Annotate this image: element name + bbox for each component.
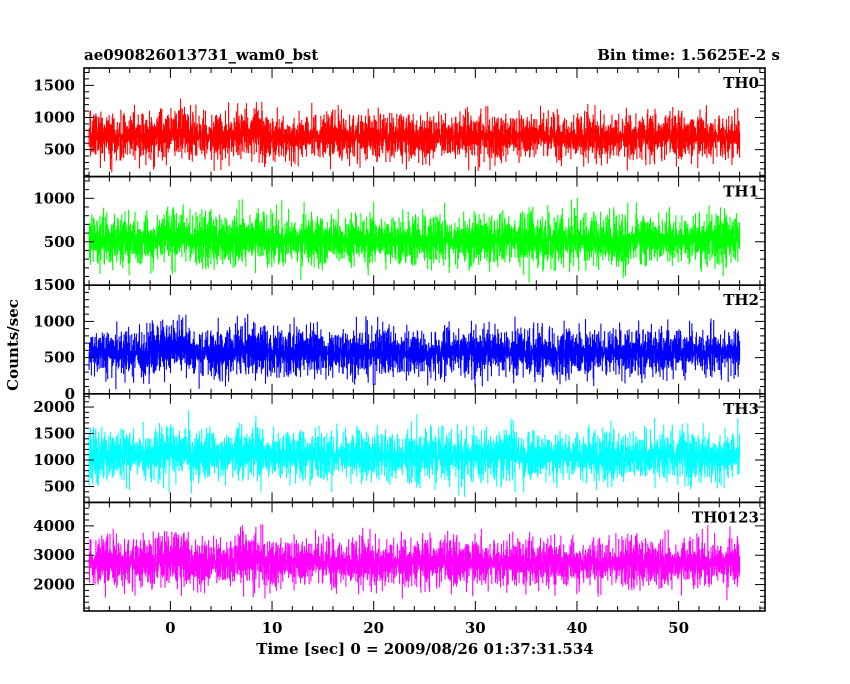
- y-tick-label-th3: 1000: [33, 451, 75, 469]
- panel-label-th2: TH2: [723, 291, 759, 309]
- x-axis-label: Time [sec] 0 = 2009/08/26 01:37:31.534: [256, 640, 593, 658]
- panel-label-th3: TH3: [723, 400, 759, 418]
- trace-th2-path: [88, 314, 741, 390]
- y-tick-label-th2: 0: [65, 385, 75, 403]
- y-tick-label-th1: 1000: [33, 189, 75, 207]
- trace-th0123-path: [88, 524, 741, 601]
- trace-layer: [88, 98, 741, 601]
- panel-label-th1: TH1: [723, 183, 759, 201]
- x-tick-label: 50: [668, 619, 689, 637]
- panel-label-th0123: TH0123: [692, 508, 759, 526]
- y-axis-label: Counts/sec: [4, 299, 22, 391]
- trace-th0123: [88, 524, 741, 601]
- trace-th1: [88, 197, 741, 283]
- y-tick-label-th2: 1000: [33, 312, 75, 330]
- y-ticks-th0123: [84, 501, 765, 609]
- y-tick-label-th0: 1500: [33, 76, 75, 94]
- x-tick-label: 30: [465, 619, 486, 637]
- y-tick-label-th2: 500: [44, 349, 75, 367]
- chart-title-left: ae090826013731_wam0_bst: [84, 46, 318, 64]
- y-tick-label-th2: 1500: [33, 276, 75, 294]
- y-ticks-th2: [84, 284, 765, 395]
- x-tick-label: 20: [363, 619, 384, 637]
- x-tick-label: 40: [567, 619, 588, 637]
- panel-frame-th0123: [83, 501, 766, 612]
- y-ticks-th1: [84, 180, 765, 286]
- tick-layer: [84, 68, 765, 611]
- trace-th2: [88, 314, 741, 390]
- frame-layer: [83, 67, 766, 612]
- y-tick-label-th0123: 2000: [33, 576, 75, 594]
- trace-th0-path: [88, 98, 741, 173]
- y-tick-label-th3: 2000: [33, 398, 75, 416]
- chart-title-right: Bin time: 1.5625E-2 s: [597, 46, 780, 64]
- panel-label-th0: TH0: [723, 74, 759, 92]
- y-tick-label-th0: 500: [44, 141, 75, 159]
- y-tick-label-th3: 500: [44, 478, 75, 496]
- y-tick-label-th0123: 4000: [33, 517, 75, 535]
- y-tick-label-th0: 1000: [33, 108, 75, 126]
- trace-th0: [88, 98, 741, 173]
- y-tick-label-th3: 1500: [33, 425, 75, 443]
- trace-th3: [88, 410, 741, 497]
- x-tick-label: 10: [262, 619, 283, 637]
- trace-th3-path: [88, 410, 741, 497]
- y-tick-label-th0123: 3000: [33, 546, 75, 564]
- x-tick-label: 0: [165, 619, 175, 637]
- y-ticks-th0: [84, 71, 765, 176]
- trace-th1-path: [88, 197, 741, 283]
- y-tick-label-th1: 0: [65, 276, 75, 294]
- y-tick-label-th1: 500: [44, 233, 75, 251]
